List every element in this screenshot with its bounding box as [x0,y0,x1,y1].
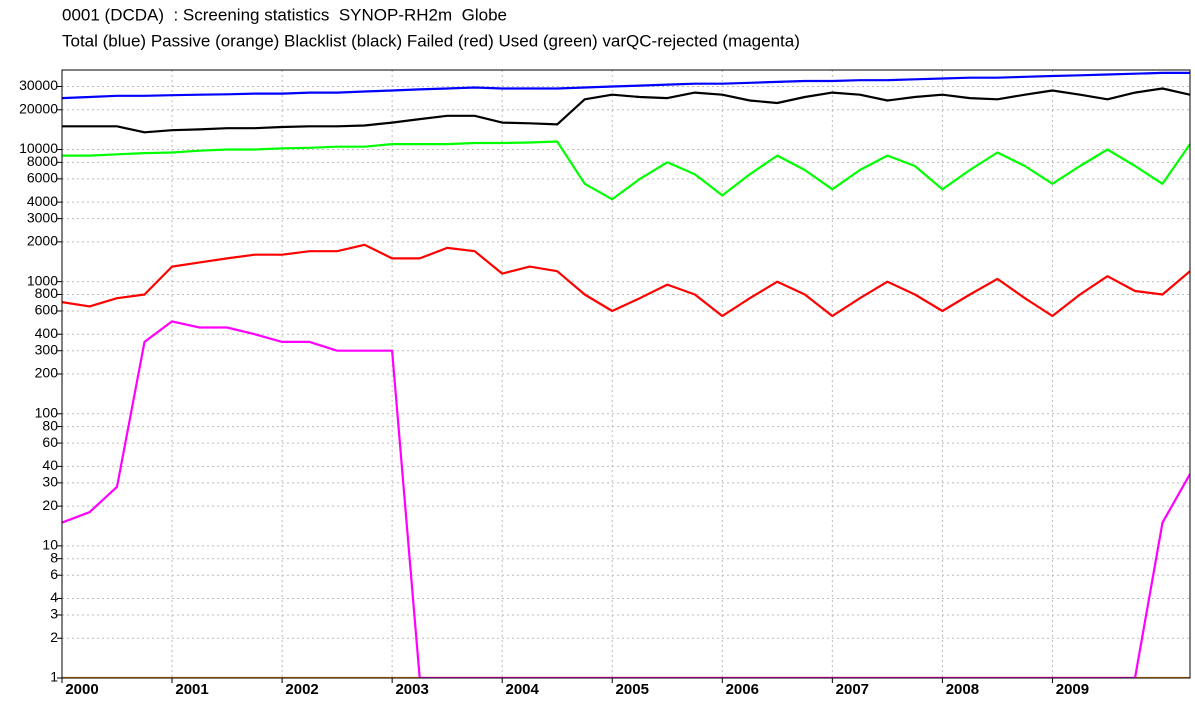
series-line [62,140,1190,201]
x-tick-label: 2006 [726,681,759,698]
chart-title: 0001 (DCDA) : Screening statistics SYNOP… [62,5,507,24]
y-tick-label: 3 [50,606,58,622]
plot-area [62,71,1190,678]
x-tick-label: 2009 [1056,681,1089,698]
x-tick-label: 2005 [616,681,649,698]
y-tick-label: 800 [35,285,59,301]
y-tick-label: 8 [50,549,58,565]
y-tick-label: 200 [35,365,59,381]
y-tick-label: 10000 [19,140,58,156]
y-tick-label: 400 [35,325,59,341]
x-tick-label: 2003 [395,681,428,698]
y-tick-label: 60 [42,434,58,450]
y-tick-label: 2 [50,629,58,645]
x-tick-label: 2008 [946,681,979,698]
y-tick-label: 20 [42,497,58,513]
y-tick-label: 10 [42,537,58,553]
y-tick-label: 4 [50,589,58,605]
x-tick-label: 2002 [285,681,318,698]
x-tick-label: 2001 [175,681,208,698]
y-tick-label: 100 [35,404,59,420]
y-tick-label: 30 [42,474,58,490]
grid: 1234681020304060801002003004006008001000… [19,70,1190,698]
series-line [62,87,1190,134]
y-tick-label: 20000 [19,100,58,116]
plot-frame [61,69,1191,679]
y-tick-label: 2000 [27,233,58,249]
y-tick-label: 1000 [27,272,58,288]
chart-subtitle: Total (blue) Passive (orange) Blacklist … [62,31,800,50]
y-tick-label: 4000 [27,193,58,209]
x-tick-label: 2000 [65,681,98,698]
y-tick-label: 600 [35,302,59,318]
y-tick-label: 8000 [27,153,58,169]
x-tick-label: 2007 [836,681,869,698]
x-tick-label: 2004 [506,681,540,698]
y-tick-label: 40 [42,457,58,473]
series-line [62,243,1190,318]
y-tick-label: 80 [42,417,58,433]
series-line [62,320,1190,678]
y-tick-label: 300 [35,341,59,357]
series-line [62,71,1190,100]
y-tick-label: 30000 [19,77,58,93]
y-tick-label: 3000 [27,209,58,225]
y-tick-label: 6000 [27,170,58,186]
y-tick-label: 1 [50,669,58,685]
y-tick-label: 6 [50,566,58,582]
